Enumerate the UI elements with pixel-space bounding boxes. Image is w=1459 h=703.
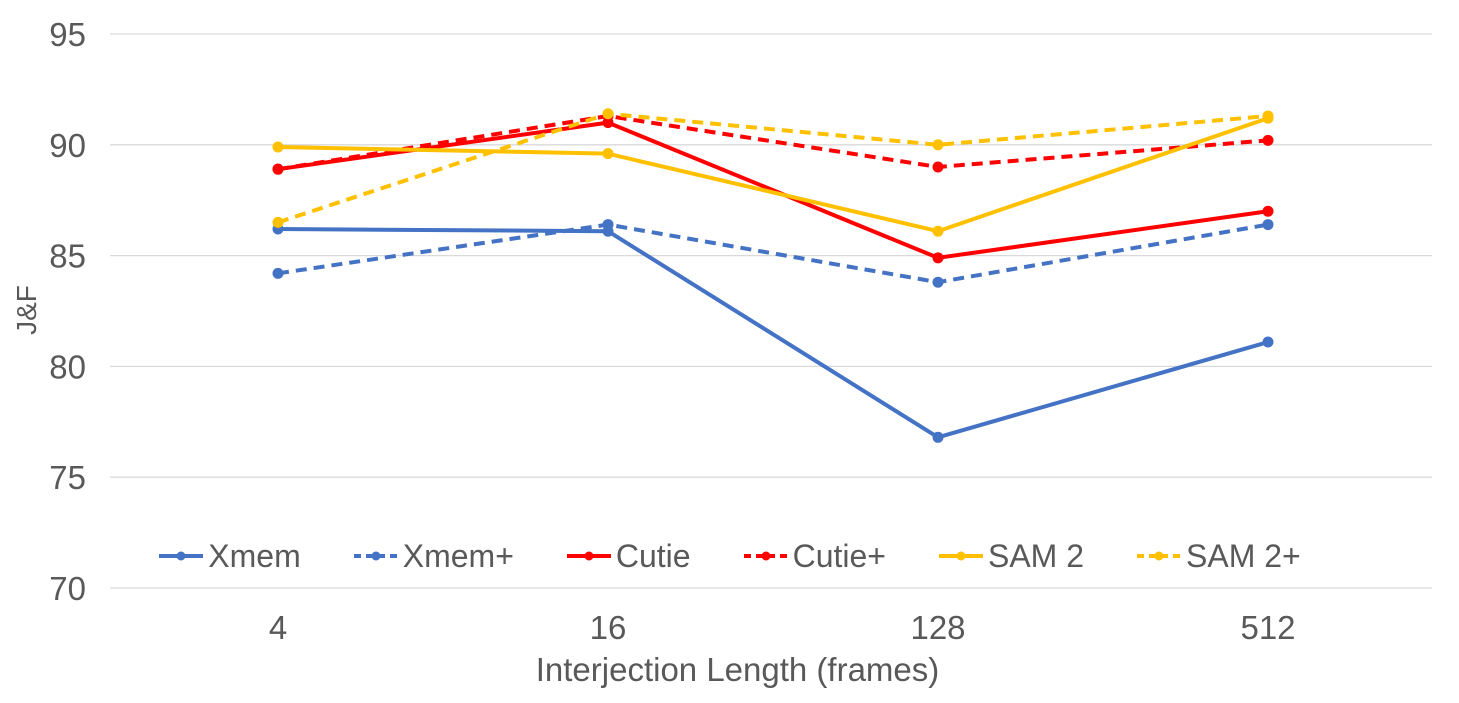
y-tick-label: 95 <box>49 16 86 53</box>
x-tick-label: 16 <box>590 609 627 646</box>
legend-label: Cutie <box>615 537 691 574</box>
legend-label: Xmem <box>208 537 301 574</box>
legend-dashed-line-icon <box>743 551 788 561</box>
data-point-cutie <box>1262 134 1274 146</box>
x-tick-label: 512 <box>1240 609 1295 646</box>
legend-solid-line-icon <box>566 551 611 561</box>
data-point-cutie <box>1262 205 1274 217</box>
legend-item-cutie: Cutie+ <box>743 538 886 575</box>
x-tick-label: 4 <box>269 609 287 646</box>
y-tick-label: 85 <box>49 238 86 275</box>
y-tick-label: 80 <box>49 348 86 385</box>
legend-dashed-line-icon <box>353 551 398 561</box>
data-point-cutie <box>932 252 944 264</box>
y-axis-title: J&F <box>11 285 42 335</box>
data-point-xmem <box>272 267 284 279</box>
y-tick-label: 70 <box>49 570 86 607</box>
y-tick-label: 90 <box>49 127 86 164</box>
data-point-xmem <box>1262 336 1274 348</box>
data-point-xmem <box>602 219 614 231</box>
legend-item-xmem: Xmem+ <box>353 538 514 575</box>
legend-label: Xmem+ <box>402 537 514 574</box>
legend-dashed-line-icon <box>1137 551 1181 561</box>
legend-item-sam-2: SAM 2 <box>938 538 1084 575</box>
data-point-sam-2 <box>272 141 284 153</box>
data-point-sam-2 <box>602 108 614 120</box>
data-point-sam-2 <box>932 225 944 237</box>
series-line-xmem <box>277 227 1269 440</box>
data-point-xmem <box>932 276 944 288</box>
data-point-xmem <box>1262 219 1274 231</box>
series-line-sam-2 <box>277 111 1269 225</box>
series-line-xmem <box>277 222 1269 285</box>
x-tick-label: 128 <box>910 609 965 646</box>
legend-item-xmem: Xmem <box>158 537 301 575</box>
legend-label: SAM 2 <box>987 537 1084 574</box>
legend: Xmem Xmem+ Cutie Cutie+ SAM 2 SAM 2+ <box>0 538 1459 574</box>
series-line-cutie <box>277 120 1269 260</box>
y-tick-label: 75 <box>49 459 86 496</box>
data-point-sam-2 <box>1262 110 1274 122</box>
legend-label: Cutie+ <box>792 537 886 574</box>
legend-item-cutie: Cutie <box>566 538 691 575</box>
series-line-sam-2 <box>277 116 1269 234</box>
legend-solid-line-icon <box>938 551 983 561</box>
legend-item-sam-2: SAM 2+ <box>1136 538 1301 575</box>
legend-label: SAM 2+ <box>1186 537 1301 574</box>
data-point-sam-2 <box>272 216 284 228</box>
data-point-sam-2 <box>932 139 944 151</box>
x-axis-title: Interjection Length (frames) <box>535 651 940 688</box>
data-point-sam-2 <box>602 148 614 160</box>
data-point-xmem <box>932 431 944 443</box>
series-line-cutie <box>277 113 1269 172</box>
legend-solid-line-icon <box>159 551 204 561</box>
data-point-cutie <box>932 161 944 173</box>
data-point-cutie <box>272 163 284 175</box>
